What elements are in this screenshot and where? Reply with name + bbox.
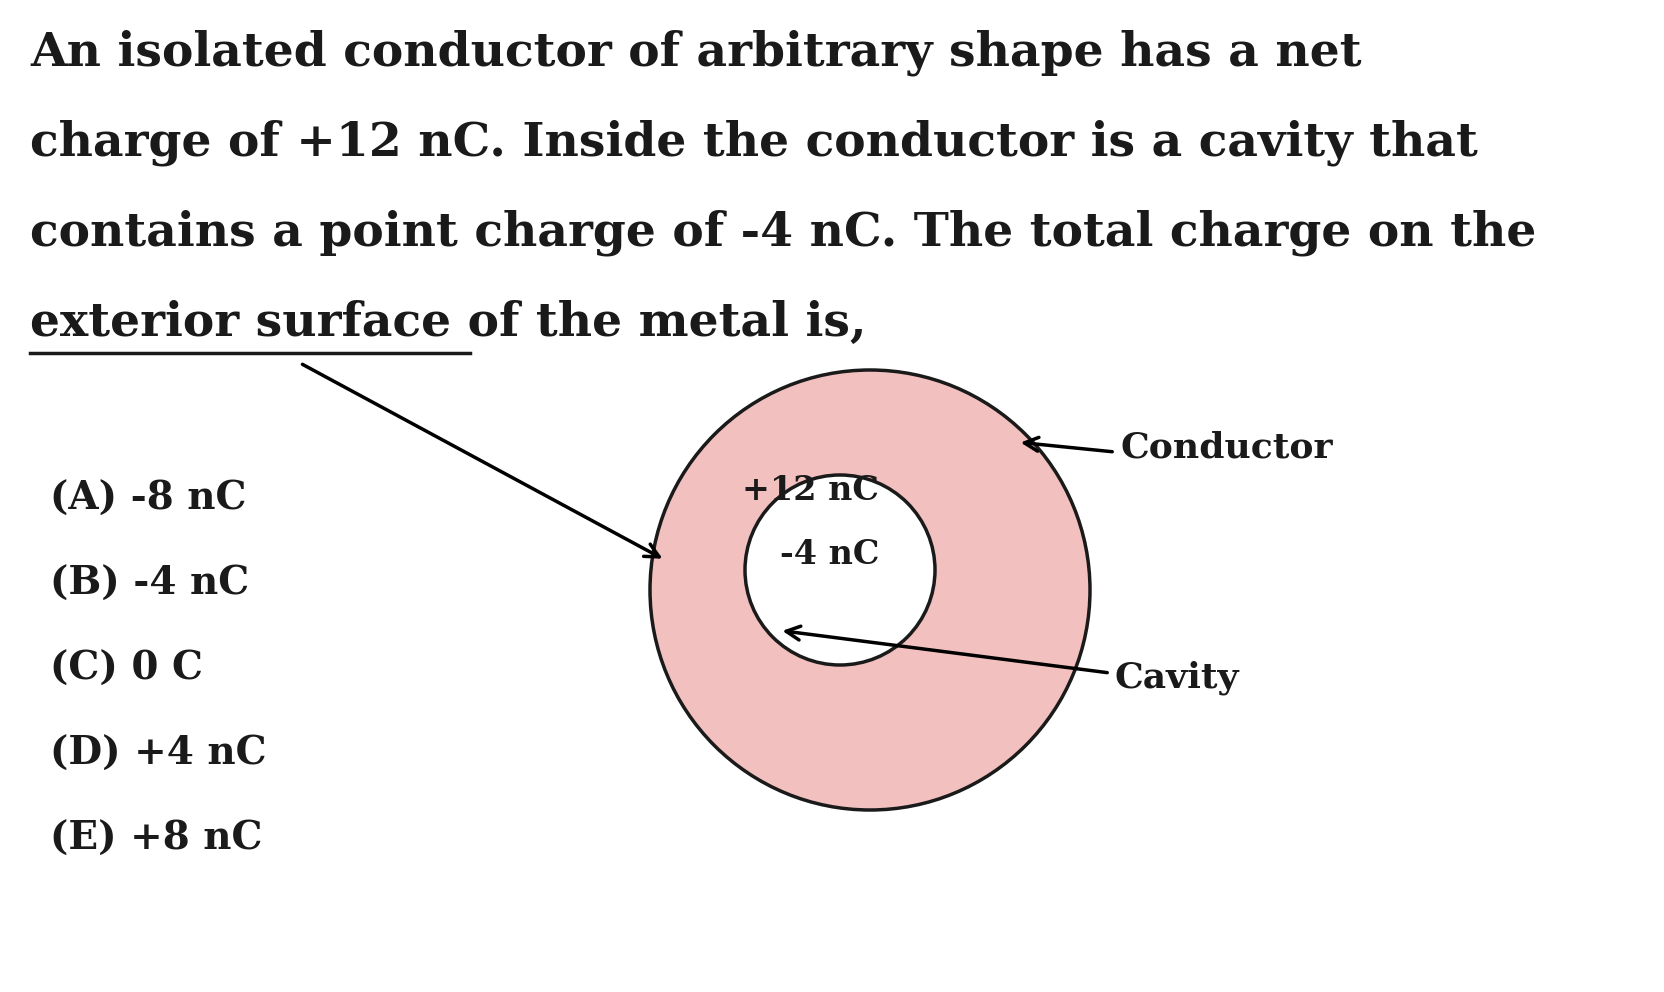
Text: (A) -8 nC: (A) -8 nC — [50, 480, 246, 518]
Text: charge of +12 nC. Inside the conductor is a cavity that: charge of +12 nC. Inside the conductor i… — [30, 120, 1478, 167]
Text: exterior surface of the metal is,: exterior surface of the metal is, — [30, 300, 867, 346]
Text: contains a point charge of -4 nC. The total charge on the: contains a point charge of -4 nC. The to… — [30, 210, 1536, 257]
Text: (D) +4 nC: (D) +4 nC — [50, 735, 266, 773]
Text: Cavity: Cavity — [1115, 661, 1240, 695]
Text: (B) -4 nC: (B) -4 nC — [50, 565, 250, 603]
Circle shape — [745, 475, 935, 665]
Circle shape — [651, 370, 1090, 810]
Text: Conductor: Conductor — [1120, 430, 1333, 464]
Text: -4 nC: -4 nC — [780, 539, 880, 571]
Text: (C) 0 C: (C) 0 C — [50, 650, 203, 688]
Text: (E) +8 nC: (E) +8 nC — [50, 820, 263, 858]
Text: An isolated conductor of arbitrary shape has a net: An isolated conductor of arbitrary shape… — [30, 30, 1361, 76]
Text: +12 nC: +12 nC — [742, 474, 879, 508]
